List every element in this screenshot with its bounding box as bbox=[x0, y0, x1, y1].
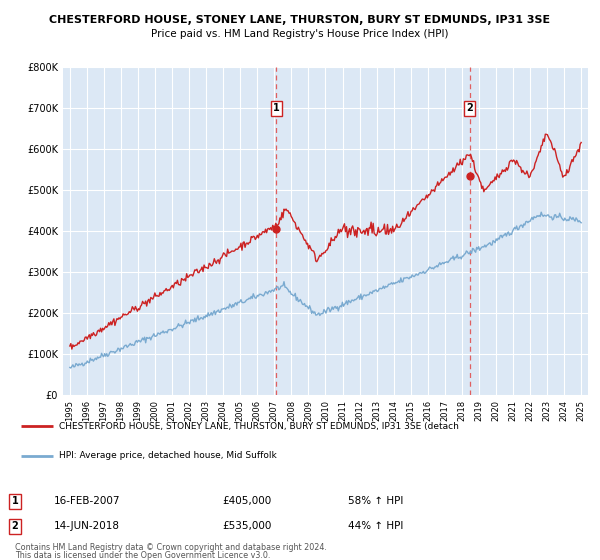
Text: CHESTERFORD HOUSE, STONEY LANE, THURSTON, BURY ST EDMUNDS, IP31 3SE (detach: CHESTERFORD HOUSE, STONEY LANE, THURSTON… bbox=[59, 422, 459, 431]
Text: 16-FEB-2007: 16-FEB-2007 bbox=[54, 496, 121, 506]
Text: 44% ↑ HPI: 44% ↑ HPI bbox=[348, 521, 403, 531]
Text: CHESTERFORD HOUSE, STONEY LANE, THURSTON, BURY ST EDMUNDS, IP31 3SE: CHESTERFORD HOUSE, STONEY LANE, THURSTON… bbox=[49, 15, 551, 25]
Text: 1: 1 bbox=[273, 103, 280, 113]
Text: 2: 2 bbox=[11, 521, 19, 531]
Text: This data is licensed under the Open Government Licence v3.0.: This data is licensed under the Open Gov… bbox=[15, 551, 271, 560]
Text: Contains HM Land Registry data © Crown copyright and database right 2024.: Contains HM Land Registry data © Crown c… bbox=[15, 543, 327, 552]
Text: 2: 2 bbox=[466, 103, 473, 113]
Text: HPI: Average price, detached house, Mid Suffolk: HPI: Average price, detached house, Mid … bbox=[59, 451, 277, 460]
Text: Price paid vs. HM Land Registry's House Price Index (HPI): Price paid vs. HM Land Registry's House … bbox=[151, 29, 449, 39]
Text: 1: 1 bbox=[11, 496, 19, 506]
Text: 58% ↑ HPI: 58% ↑ HPI bbox=[348, 496, 403, 506]
Text: 14-JUN-2018: 14-JUN-2018 bbox=[54, 521, 120, 531]
Text: £535,000: £535,000 bbox=[222, 521, 271, 531]
Text: £405,000: £405,000 bbox=[222, 496, 271, 506]
